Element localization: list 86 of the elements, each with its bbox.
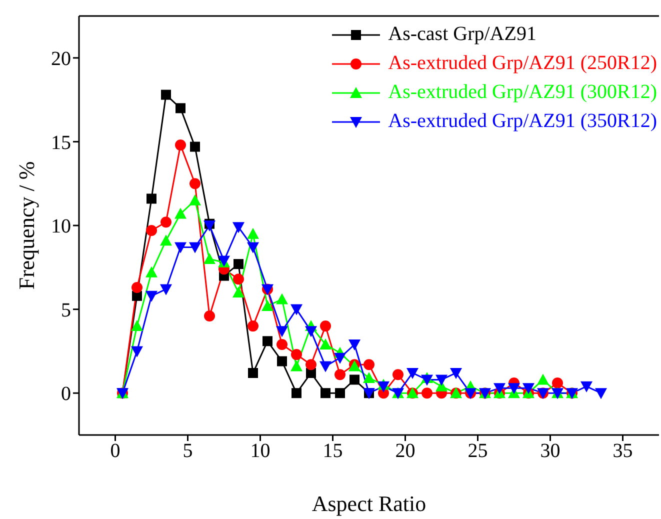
point (262, 336, 272, 346)
point (176, 103, 186, 114)
point (247, 242, 259, 254)
point (422, 388, 432, 399)
point (305, 326, 317, 338)
y-tick-label: 15 (51, 132, 71, 154)
point (204, 310, 215, 322)
x-tick-label: 5 (182, 440, 193, 462)
point (233, 274, 244, 285)
x-tick-label: 0 (110, 440, 120, 462)
point (363, 372, 375, 384)
point (204, 253, 216, 264)
point (160, 234, 172, 246)
x-tick-label: 35 (612, 440, 633, 462)
point (189, 194, 201, 206)
point (232, 222, 244, 234)
point (320, 338, 332, 350)
point (320, 361, 332, 372)
x-tick-label: 30 (540, 440, 560, 462)
point (552, 378, 563, 389)
point (421, 374, 433, 386)
legend-label: As-extruded Grp/AZ91 (350R12) (388, 110, 657, 133)
point (204, 220, 216, 232)
point (190, 178, 200, 190)
point (291, 349, 302, 360)
point (335, 388, 345, 398)
point (364, 359, 374, 370)
legend-label: As-extruded Grp/AZ91 (250R12) (388, 52, 657, 75)
point (232, 286, 244, 298)
point (537, 374, 549, 385)
point (436, 374, 448, 386)
point (450, 368, 462, 379)
point (508, 383, 520, 394)
point (146, 225, 157, 236)
point (174, 242, 186, 254)
point (146, 194, 156, 204)
point (378, 381, 390, 392)
point (334, 369, 346, 380)
point (522, 383, 534, 394)
point (290, 360, 302, 372)
y-tick-label: 10 (51, 216, 71, 238)
point (190, 142, 200, 152)
point (160, 284, 172, 296)
point (406, 368, 418, 379)
point (248, 368, 258, 378)
point (494, 383, 506, 394)
point (131, 346, 143, 358)
legend-label: As-cast Grp/AZ91 (388, 23, 536, 46)
point (234, 259, 244, 270)
point (320, 320, 331, 332)
point (276, 338, 288, 350)
point (132, 282, 142, 294)
point (174, 208, 186, 219)
y-axis-title: Frequency / % (14, 161, 39, 290)
point (248, 320, 258, 332)
y-tick-label: 5 (61, 299, 71, 322)
point (350, 374, 360, 385)
point (595, 388, 607, 400)
point (131, 320, 143, 332)
legend-label: As-extruded Grp/AZ91 (300R12) (388, 81, 657, 104)
y-tick-label: 20 (51, 48, 71, 70)
point (292, 388, 302, 398)
point (580, 381, 592, 392)
point (276, 326, 288, 338)
y-tick-label: 0 (61, 383, 71, 406)
point (161, 90, 171, 100)
point (334, 352, 346, 364)
point (276, 293, 288, 304)
point (290, 304, 302, 316)
point (189, 242, 201, 254)
x-tick-label: 25 (468, 440, 488, 462)
x-axis-title: Aspect Ratio (312, 491, 426, 516)
point (160, 216, 172, 228)
point (320, 388, 330, 398)
point (306, 359, 316, 370)
point (348, 339, 360, 350)
x-tick-label: 10 (250, 440, 270, 462)
point (247, 228, 259, 239)
point (146, 290, 158, 302)
point (277, 356, 287, 366)
point (146, 266, 158, 278)
point (262, 300, 274, 311)
x-tick-label: 15 (322, 440, 343, 462)
point (392, 369, 404, 380)
x-tick-label: 20 (395, 440, 416, 462)
point (175, 140, 186, 151)
